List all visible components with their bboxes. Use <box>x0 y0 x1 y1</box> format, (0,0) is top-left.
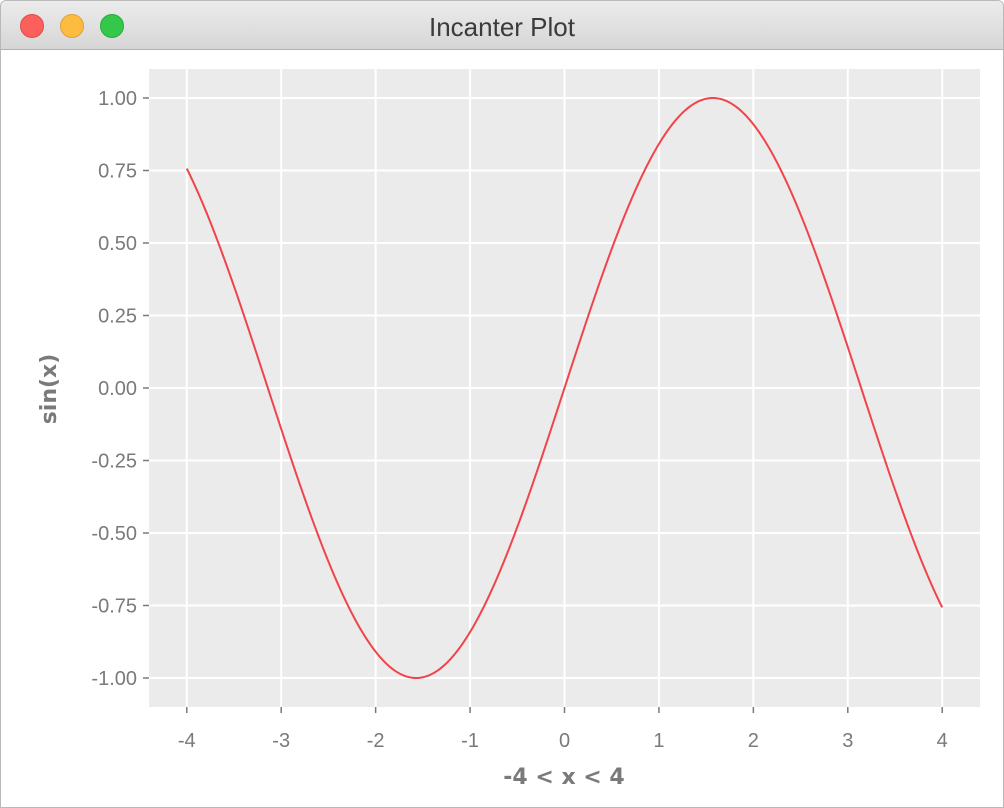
series-layer <box>185 97 944 679</box>
y-tick-label: 0.75 <box>98 161 137 183</box>
x-tick-label: -1 <box>461 730 479 752</box>
minimize-button[interactable] <box>60 14 84 38</box>
x-tick-label: 0 <box>559 730 570 752</box>
y-ticks: 1.00 0.75 0.50 0.25 0.00 -0.25 -0.50 -0.75 -1.00 <box>91 88 149 690</box>
x-axis-label: -4 < x < 4 <box>503 765 624 790</box>
zoom-button[interactable] <box>100 14 124 38</box>
y-tick-label: -0.25 <box>91 451 137 473</box>
y-tick-label: 1.00 <box>98 88 137 110</box>
x-tick-label: 3 <box>842 730 853 752</box>
x-tick-label: -4 <box>178 730 196 752</box>
x-ticks: -4 -3 -2 -1 0 1 2 3 4 <box>178 707 948 752</box>
y-tick-label: -0.75 <box>91 596 137 618</box>
window-title: Incanter Plot <box>429 12 575 42</box>
x-tick-label: 2 <box>748 730 759 752</box>
x-tick-label: -2 <box>367 730 385 752</box>
y-tick-label: 0.50 <box>98 233 137 255</box>
y-gridlines <box>149 97 980 679</box>
y-tick-label: 0.25 <box>98 306 137 328</box>
x-tick-label: -3 <box>272 730 290 752</box>
y-tick-label: -0.50 <box>91 523 137 545</box>
y-axis-label: sin(x) <box>37 354 62 425</box>
y-tick-label: 0.00 <box>98 378 137 400</box>
y-tick-label: -1.00 <box>91 668 137 690</box>
title-bar[interactable]: Incanter Plot <box>1 1 1003 50</box>
close-button[interactable] <box>20 14 44 38</box>
x-tick-label: 4 <box>937 730 948 752</box>
series-line-sin-x <box>185 97 944 679</box>
x-tick-label: 1 <box>653 730 664 752</box>
